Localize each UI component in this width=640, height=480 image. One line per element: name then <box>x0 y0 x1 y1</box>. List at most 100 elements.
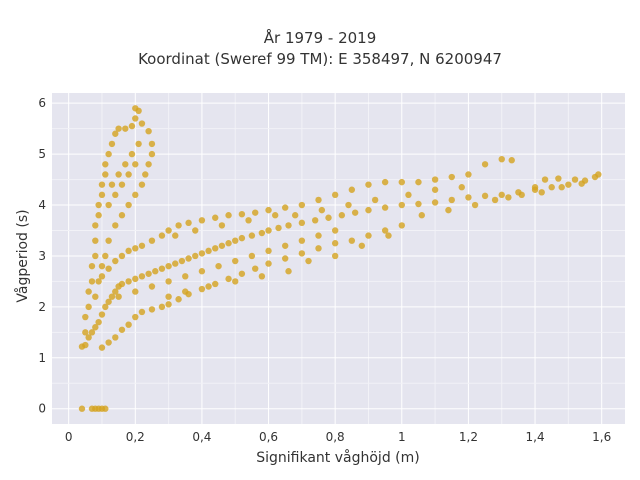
data-point <box>415 200 422 208</box>
data-point <box>95 278 102 285</box>
data-point <box>415 178 422 186</box>
data-point <box>331 191 339 199</box>
data-point <box>465 171 472 178</box>
data-point <box>138 308 146 316</box>
data-point <box>118 212 126 219</box>
data-point <box>112 288 119 295</box>
data-point <box>128 122 136 130</box>
data-point <box>122 161 129 168</box>
data-point <box>98 262 106 270</box>
data-point <box>498 191 505 199</box>
data-point <box>88 329 96 336</box>
data-point <box>381 227 389 234</box>
y-tick-label: 2 <box>38 300 46 314</box>
data-point <box>148 283 156 290</box>
chart-title-line-2: Koordinat (Sweref 99 TM): E 358497, N 62… <box>138 50 502 68</box>
data-point <box>142 171 149 178</box>
data-point <box>182 273 189 280</box>
data-point <box>225 240 232 247</box>
data-point <box>365 206 372 214</box>
data-point <box>112 334 119 341</box>
data-point <box>232 257 239 265</box>
data-point <box>192 252 199 260</box>
data-point <box>315 232 322 239</box>
data-point <box>115 171 122 178</box>
data-point <box>92 237 99 244</box>
data-point <box>595 171 602 178</box>
data-point <box>158 265 166 272</box>
data-point <box>225 275 232 283</box>
data-point <box>298 219 306 227</box>
x-axis-label: Signifikant våghöjd (m) <box>256 449 419 466</box>
data-point <box>138 181 146 188</box>
data-point <box>198 285 206 293</box>
data-point <box>275 224 282 232</box>
data-point <box>448 173 455 181</box>
data-point <box>135 140 142 148</box>
data-point <box>92 222 99 229</box>
data-point <box>465 194 472 201</box>
data-point <box>555 175 562 182</box>
data-point <box>175 296 182 303</box>
data-point <box>232 237 239 244</box>
data-point <box>345 201 352 209</box>
data-point <box>205 283 212 290</box>
data-point <box>291 212 299 219</box>
y-tick-label: 4 <box>38 198 46 212</box>
x-tick-label: 0,8 <box>326 430 345 444</box>
data-point <box>505 194 512 201</box>
data-point <box>118 181 126 188</box>
data-point <box>132 161 139 168</box>
data-point <box>252 265 259 272</box>
data-point <box>148 306 156 313</box>
data-point <box>265 260 272 267</box>
data-point <box>132 313 139 321</box>
data-point <box>518 191 525 199</box>
data-point <box>132 275 139 283</box>
y-tick-labels: 0 1 2 3 4 5 6 <box>38 96 46 416</box>
data-point <box>98 344 106 351</box>
data-point <box>105 339 112 346</box>
data-point <box>145 127 152 135</box>
data-point <box>351 209 359 216</box>
data-point <box>491 196 499 204</box>
data-point <box>112 191 119 199</box>
data-point <box>128 150 136 158</box>
data-point <box>125 278 132 285</box>
data-point <box>132 191 139 199</box>
data-point <box>85 303 92 311</box>
data-point <box>182 288 189 295</box>
data-point <box>238 210 246 218</box>
data-point <box>85 334 92 341</box>
data-point <box>122 125 129 132</box>
data-point <box>285 268 292 275</box>
data-point <box>265 227 272 234</box>
data-point <box>548 184 555 191</box>
data-point <box>225 212 232 219</box>
data-point <box>98 181 106 188</box>
data-point <box>281 242 289 249</box>
data-point <box>398 222 405 229</box>
data-point <box>531 184 539 191</box>
data-point <box>215 262 222 270</box>
data-point <box>258 229 266 237</box>
data-point <box>448 196 455 204</box>
data-points <box>78 105 602 412</box>
data-point <box>98 311 106 318</box>
data-point <box>118 252 126 260</box>
data-point <box>558 184 565 191</box>
data-point <box>108 140 116 148</box>
data-point <box>218 242 226 249</box>
data-point <box>245 217 252 224</box>
data-point <box>95 212 102 219</box>
data-point <box>172 260 179 267</box>
data-point <box>238 270 246 277</box>
data-point <box>148 150 156 158</box>
plot-area <box>52 93 625 424</box>
data-point <box>538 189 545 196</box>
data-point <box>132 288 139 295</box>
data-point <box>185 255 192 262</box>
data-point <box>315 245 322 252</box>
data-point <box>132 115 139 122</box>
data-point <box>105 298 112 305</box>
